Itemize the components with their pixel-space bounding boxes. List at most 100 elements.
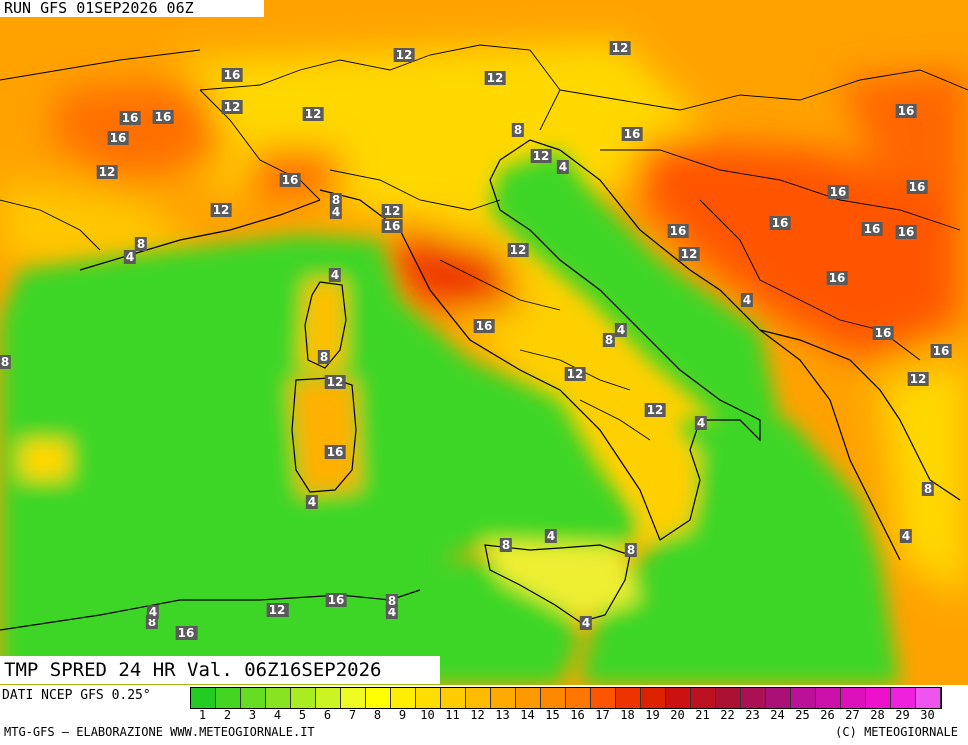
color-scale-cell [316,688,341,708]
color-scale-cell [666,688,691,708]
color-scale-cell [866,688,891,708]
regions-italy-4 [579,399,651,441]
contour-label: 16 [152,110,174,124]
contour-label: 16 [769,216,791,230]
balkan-coast [759,329,961,501]
color-scale-tick: 17 [595,708,610,722]
contour-label: 16 [906,180,928,194]
france-border [199,89,321,201]
contour-label: 16 [621,127,643,141]
red-zone [640,140,960,360]
contour-label: 4 [740,293,754,307]
contour-label: 4 [544,529,558,543]
temperature-spread-map [0,0,968,685]
color-scale-cell [791,688,816,708]
contour-label: 8 [329,193,343,207]
contour-label: 8 [511,123,525,137]
color-scale-tick: 10 [420,708,435,722]
sardinia-land [290,380,360,495]
contour-label: 12 [221,100,243,114]
color-scale-tick: 7 [348,708,357,722]
color-scale-cell [741,688,766,708]
run-label: RUN GFS 01SEP2026 06Z [0,0,264,17]
color-scale-cell [266,688,291,708]
contour-label: 4 [146,605,160,619]
contour-label: 12 [644,403,666,417]
red-zone [50,80,230,180]
contour-label: 4 [305,495,319,509]
contour-label: 16 [381,219,403,233]
color-scale-tick: 12 [470,708,485,722]
france-interior [0,49,201,81]
color-scale-cell [641,688,666,708]
yellow-zone [0,180,200,270]
color-scale-cell [516,688,541,708]
color-scale-tick: 21 [695,708,710,722]
contour-label: 4 [899,529,913,543]
color-scale-cell [366,688,391,708]
contour-label: 12 [530,149,552,163]
color-scale-tick: 13 [495,708,510,722]
contour-label: 12 [393,48,415,62]
color-scale-tick: 1 [198,708,207,722]
color-scale-cell [541,688,566,708]
color-scale-cell [916,688,941,708]
color-scale-tick: 15 [545,708,560,722]
color-scale-tick: 26 [820,708,835,722]
color-scale-cell [341,688,366,708]
regions-italy-1 [329,169,501,211]
contour-label: 4 [385,605,399,619]
color-scale-tick: 30 [920,708,935,722]
contour-label: 16 [221,68,243,82]
french-coast [79,199,321,271]
contour-label: 16 [930,344,952,358]
color-scale-cell [191,688,216,708]
contour-label: 16 [861,222,883,236]
data-source: DATI NCEP GFS 0.25° [2,688,151,703]
map-title: TMP SPRED 24 HR Val. 06Z16SEP2026 [0,656,440,684]
color-scale-cell [766,688,791,708]
contour-label: 4 [329,205,343,219]
contour-label: 4 [579,616,593,630]
contour-label: 8 [0,355,12,369]
contour-label: 16 [324,445,346,459]
color-scale-cell [291,688,316,708]
color-scale-cell [241,688,266,708]
contour-label: 16 [827,185,849,199]
color-scale-tick: 8 [373,708,382,722]
alps-border [199,44,561,131]
contour-label: 16 [119,111,141,125]
contour-label: 12 [507,243,529,257]
color-scale-tick: 20 [670,708,685,722]
contour-label: 16 [175,626,197,640]
contour-label: 8 [624,543,638,557]
color-scale-tick: 16 [570,708,585,722]
adriatic-sea [490,150,780,420]
regions-italy-2 [439,259,561,311]
contour-label: 8 [602,333,616,347]
contour-label: 12 [564,367,586,381]
contour-label: 16 [279,173,301,187]
color-scale-tick: 4 [273,708,282,722]
contour-label: 12 [266,603,288,617]
contour-label: 8 [317,350,331,364]
contour-label: 16 [872,326,894,340]
color-scale-cell [566,688,591,708]
color-scale-cell [216,688,241,708]
contour-label: 16 [826,271,848,285]
contour-label: 16 [895,104,917,118]
color-scale-tick: 18 [620,708,635,722]
color-scale-tick: 22 [720,708,735,722]
calabria-land [635,440,700,540]
contour-label: 12 [907,372,929,386]
balkan-border-1 [559,69,968,111]
contour-label: 4 [694,416,708,430]
coastlines [0,139,961,631]
contour-label: 4 [123,250,137,264]
color-scale-cell [591,688,616,708]
color-scale-cell [716,688,741,708]
contour-label: 16 [473,319,495,333]
western-med-sea [0,560,580,685]
color-scale-tick: 19 [645,708,660,722]
balkan-border-2 [600,149,961,231]
